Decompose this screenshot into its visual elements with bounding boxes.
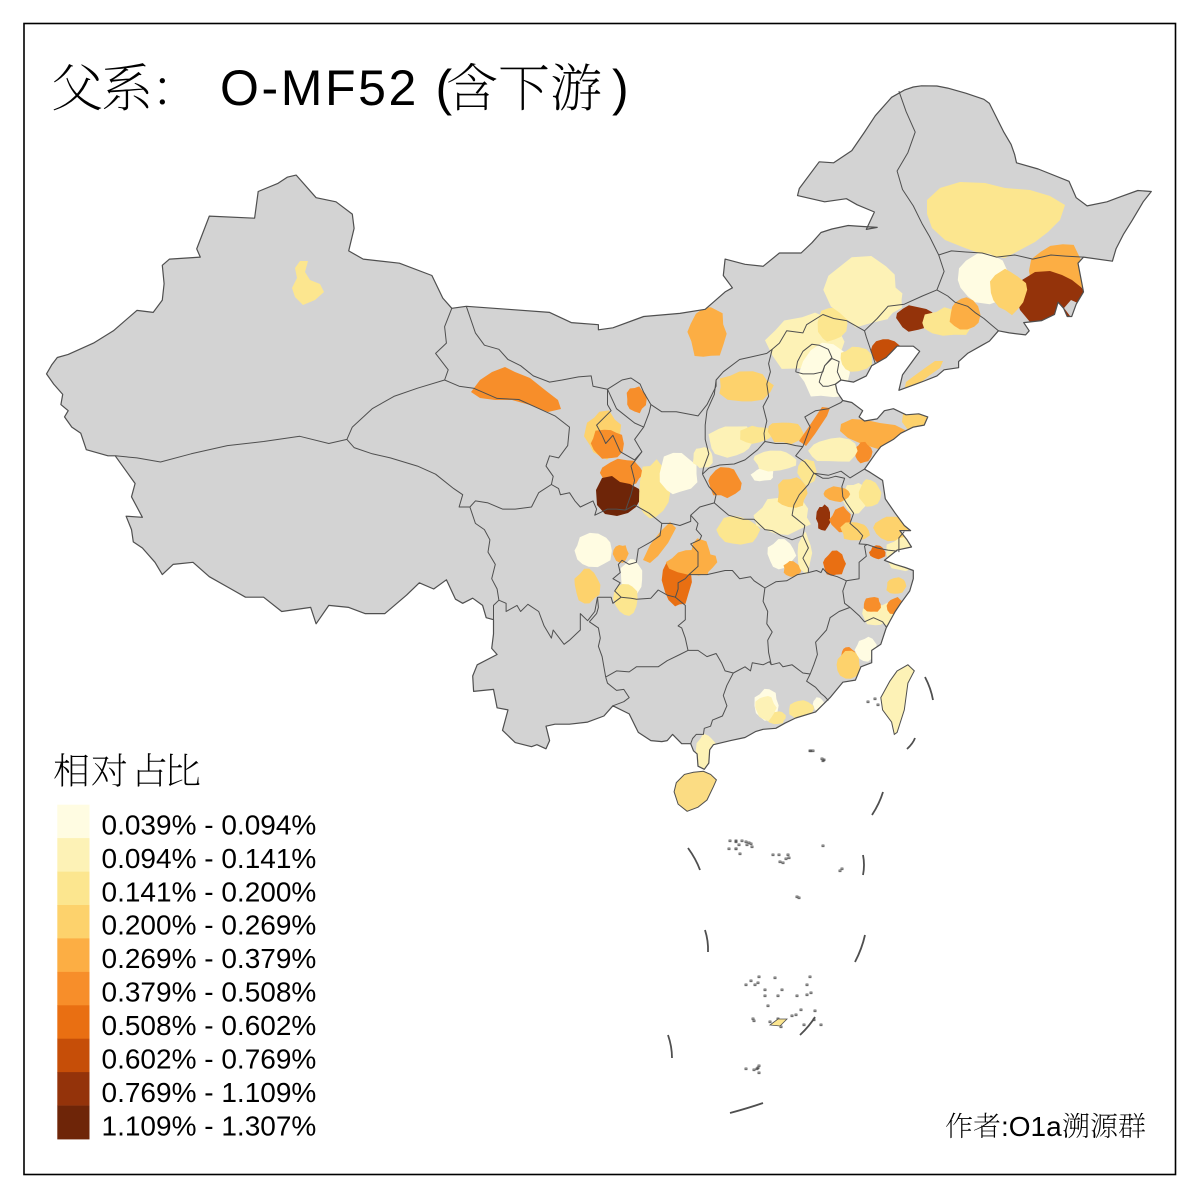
svg-text:0.039% - 0.094%: 0.039% - 0.094% xyxy=(102,809,317,840)
svg-text:0.094% - 0.141%: 0.094% - 0.141% xyxy=(102,843,317,874)
svg-text:0.508% - 0.602%: 0.508% - 0.602% xyxy=(102,1010,317,1041)
svg-text:0.269% - 0.379%: 0.269% - 0.379% xyxy=(102,943,317,974)
svg-text:0.200% - 0.269%: 0.200% - 0.269% xyxy=(102,910,317,941)
svg-text::O1a: :O1a xyxy=(1001,1111,1062,1142)
svg-text:0.379% - 0.508%: 0.379% - 0.508% xyxy=(102,977,317,1008)
svg-text:1.109% - 1.307%: 1.109% - 1.307% xyxy=(102,1110,317,1141)
svg-text:0.602% - 0.769%: 0.602% - 0.769% xyxy=(102,1043,317,1074)
svg-text:0.141% - 0.200%: 0.141% - 0.200% xyxy=(102,876,317,907)
svg-text:): ) xyxy=(612,60,629,116)
svg-text:0.769% - 1.109%: 0.769% - 1.109% xyxy=(102,1077,317,1108)
svg-text:O-MF52 (: O-MF52 ( xyxy=(220,60,455,116)
